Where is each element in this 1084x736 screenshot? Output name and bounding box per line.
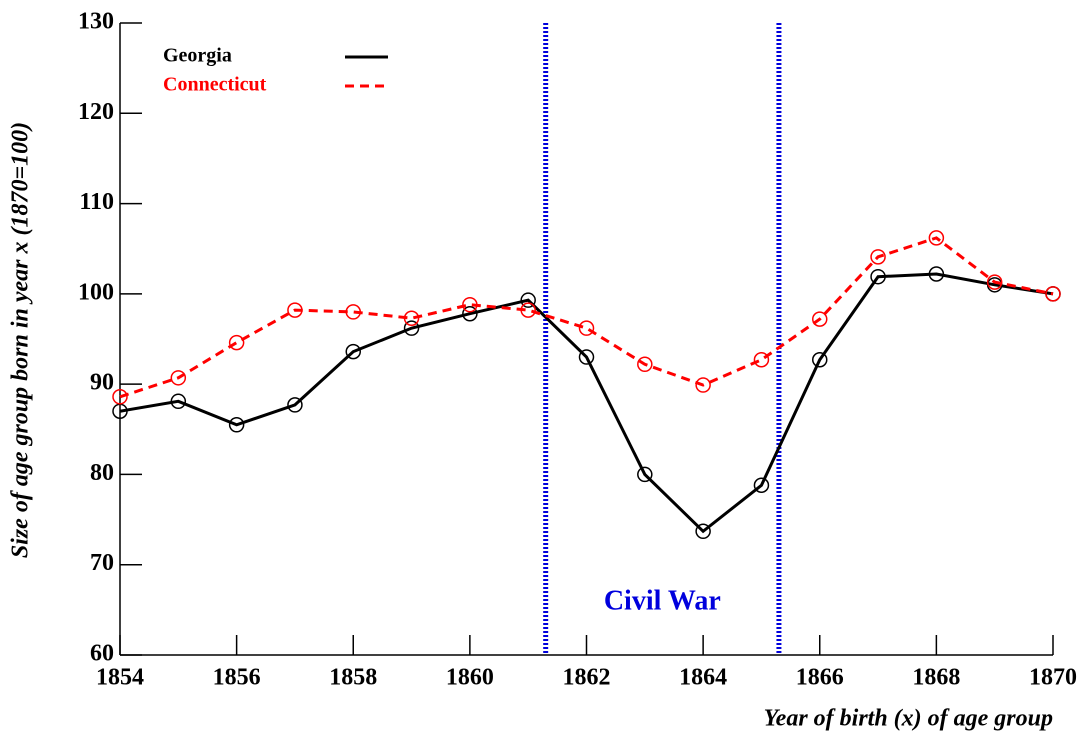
point-marker <box>1045 286 1061 302</box>
point-marker <box>695 523 711 540</box>
x-tick-label: 1866 <box>796 665 844 691</box>
point-marker <box>578 320 595 336</box>
point-marker <box>753 477 770 494</box>
point-marker <box>753 352 770 368</box>
legend-label: Connecticut <box>163 74 267 96</box>
point-marker <box>520 302 536 318</box>
y-tick-label: 100 <box>78 279 114 305</box>
x-axis-label: Year of birth (x) of age group <box>764 706 1053 732</box>
point-marker <box>228 334 245 351</box>
x-tick-label: 1868 <box>912 665 960 691</box>
point-marker <box>287 397 303 413</box>
y-tick-label: 60 <box>90 641 114 667</box>
x-tick-label: 1854 <box>96 665 144 691</box>
series-line <box>119 272 1054 534</box>
x-tick-label: 1864 <box>679 665 727 691</box>
point-marker <box>403 310 420 326</box>
point-marker <box>928 230 945 246</box>
annotation: Civil War <box>604 585 721 616</box>
point-marker <box>578 349 595 365</box>
y-tick-label: 80 <box>90 460 114 486</box>
point-marker <box>637 466 653 483</box>
x-tick-label: 1858 <box>329 665 377 691</box>
point-marker <box>287 302 303 318</box>
point-marker <box>870 249 886 265</box>
y-tick-label: 130 <box>78 9 114 35</box>
point-marker <box>928 266 945 282</box>
x-tick-label: 1862 <box>563 665 611 691</box>
point-marker <box>345 304 361 320</box>
point-marker <box>345 343 361 360</box>
point-marker <box>520 292 536 308</box>
point-marker <box>170 393 187 410</box>
x-tick-label: 1860 <box>446 665 494 691</box>
point-marker <box>462 305 478 322</box>
point-marker <box>403 320 420 336</box>
point-marker <box>637 356 653 373</box>
series-line <box>119 236 1054 399</box>
y-tick-label: 70 <box>90 550 114 576</box>
y-tick-label: 120 <box>78 99 114 125</box>
legend-label: Georgia <box>163 45 232 67</box>
x-tick-label: 1856 <box>213 665 261 691</box>
x-tick-label: 1870 <box>1029 665 1077 691</box>
point-marker <box>870 268 886 285</box>
y-tick-label: 90 <box>90 370 114 396</box>
point-marker <box>812 352 828 368</box>
y-axis-label: Size of age group born in year x (1870=1… <box>8 122 34 558</box>
point-marker <box>812 311 828 327</box>
point-marker <box>695 377 711 393</box>
point-marker <box>170 370 187 386</box>
point-marker <box>462 296 478 313</box>
point-marker <box>986 274 1003 290</box>
y-tick-label: 110 <box>79 189 114 215</box>
point-marker <box>228 417 245 433</box>
point-marker <box>112 389 128 405</box>
